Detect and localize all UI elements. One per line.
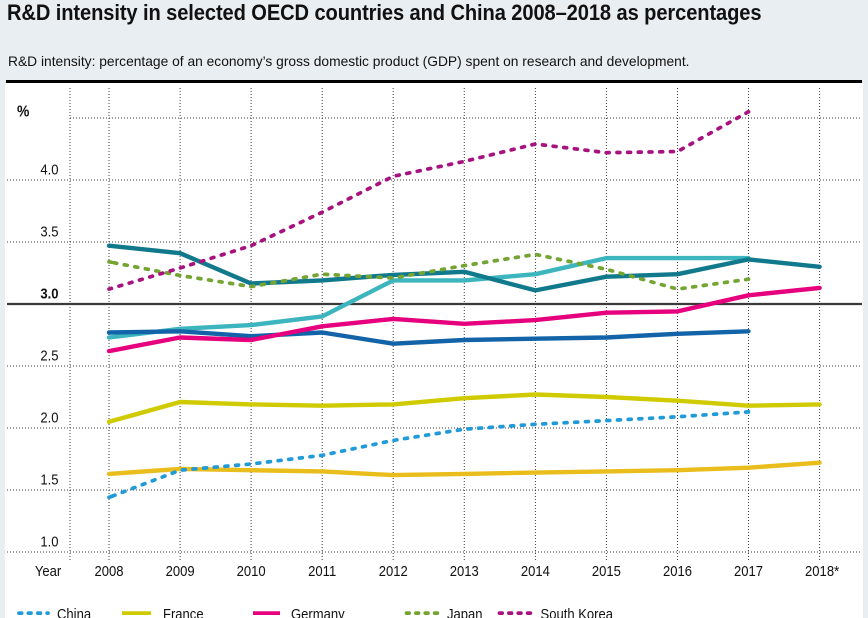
svg-text:Year: Year [35,562,62,579]
svg-text:3.5: 3.5 [40,223,58,240]
svg-text:2015: 2015 [592,562,621,579]
svg-text:Germany: Germany [291,605,345,618]
svg-text:2011: 2011 [308,562,336,579]
svg-text:%: % [17,102,29,120]
svg-text:1.0: 1.0 [40,533,58,550]
svg-text:2009: 2009 [166,562,195,579]
svg-text:1.5: 1.5 [40,471,58,488]
svg-text:France: France [163,605,204,618]
svg-text:China: China [57,605,91,618]
svg-text:2014: 2014 [521,562,550,579]
svg-text:2.5: 2.5 [40,347,58,364]
svg-text:2012: 2012 [379,562,408,579]
svg-text:South Korea: South Korea [541,605,614,618]
svg-text:2017: 2017 [734,562,763,579]
svg-text:2018*: 2018* [805,562,840,579]
svg-text:3.0: 3.0 [40,285,58,302]
svg-text:2016: 2016 [663,562,692,579]
svg-text:2008: 2008 [94,562,123,579]
svg-text:2.0: 2.0 [40,409,58,426]
svg-text:Japan: Japan [447,605,483,618]
svg-text:4.0: 4.0 [40,161,58,178]
svg-text:2013: 2013 [450,562,479,579]
svg-text:2010: 2010 [237,562,266,579]
